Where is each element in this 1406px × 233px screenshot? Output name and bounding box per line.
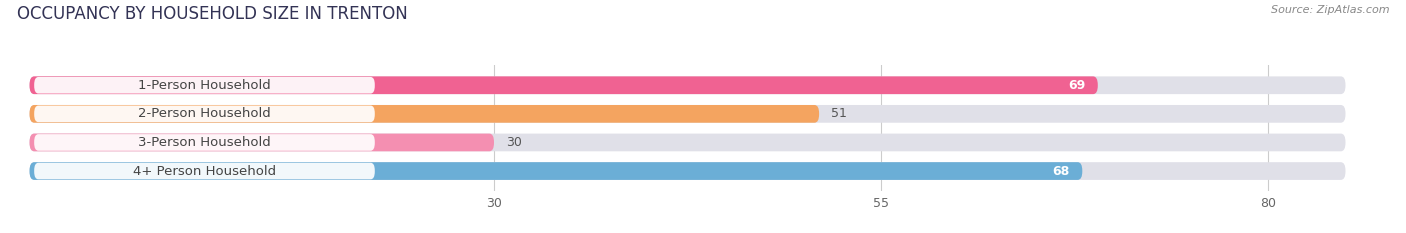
Text: 68: 68 [1053, 164, 1070, 178]
FancyBboxPatch shape [30, 105, 1346, 123]
Text: 2-Person Household: 2-Person Household [138, 107, 271, 120]
FancyBboxPatch shape [34, 134, 375, 151]
FancyBboxPatch shape [30, 162, 1083, 180]
Text: Source: ZipAtlas.com: Source: ZipAtlas.com [1271, 5, 1389, 15]
FancyBboxPatch shape [34, 77, 375, 94]
Text: 4+ Person Household: 4+ Person Household [134, 164, 276, 178]
Text: 69: 69 [1069, 79, 1085, 92]
FancyBboxPatch shape [34, 106, 375, 122]
FancyBboxPatch shape [30, 134, 1346, 151]
FancyBboxPatch shape [30, 134, 494, 151]
Text: 30: 30 [506, 136, 522, 149]
FancyBboxPatch shape [30, 76, 1098, 94]
Text: 1-Person Household: 1-Person Household [138, 79, 271, 92]
FancyBboxPatch shape [30, 76, 1346, 94]
FancyBboxPatch shape [34, 163, 375, 179]
Text: 51: 51 [831, 107, 848, 120]
Text: OCCUPANCY BY HOUSEHOLD SIZE IN TRENTON: OCCUPANCY BY HOUSEHOLD SIZE IN TRENTON [17, 5, 408, 23]
Text: 3-Person Household: 3-Person Household [138, 136, 271, 149]
FancyBboxPatch shape [30, 105, 820, 123]
FancyBboxPatch shape [30, 162, 1346, 180]
